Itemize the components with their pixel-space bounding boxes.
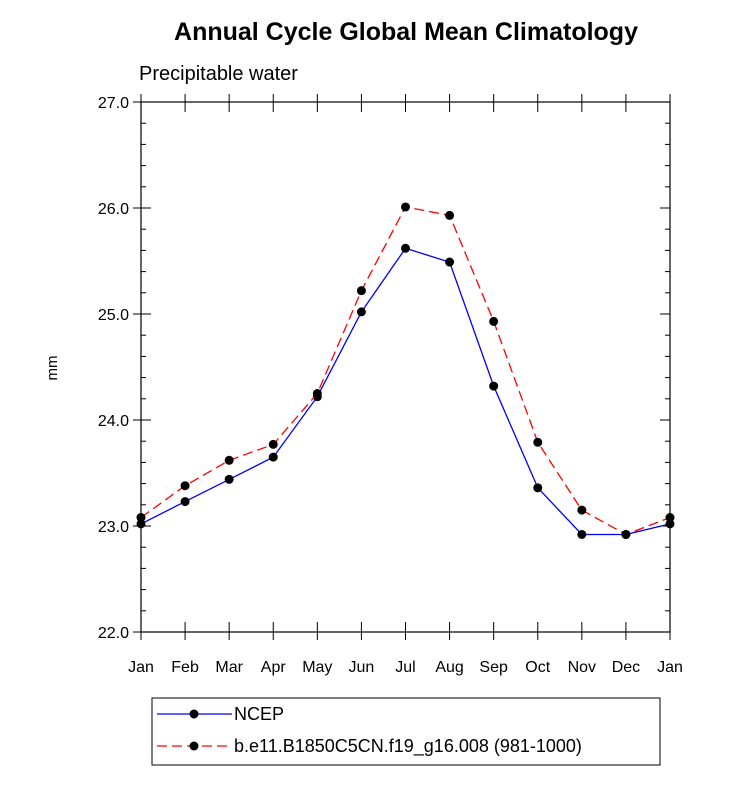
- y-tick-label: 24.0: [98, 413, 129, 430]
- legend-label-model: b.e11.B1850C5CN.f19_g16.008 (981-1000): [234, 736, 582, 757]
- legend-marker-model: [189, 741, 199, 751]
- x-tick-label: Feb: [171, 659, 199, 676]
- legend-label-ncep: NCEP: [234, 704, 284, 724]
- y-axis-label: mm: [44, 356, 61, 381]
- series-1-point: [224, 455, 234, 465]
- x-tick-label: Jan: [657, 659, 683, 676]
- series-0-point: [268, 452, 278, 462]
- chart-title: Annual Cycle Global Mean Climatology: [174, 18, 638, 46]
- series-0-point: [136, 519, 146, 529]
- legend-box: [151, 697, 661, 766]
- x-tick-label: Jul: [395, 659, 415, 676]
- series-1-point: [268, 439, 278, 449]
- series-layer: [136, 202, 675, 539]
- series-0-point: [577, 529, 587, 539]
- series-0-point: [224, 474, 234, 484]
- series-1-point: [445, 210, 455, 220]
- x-tick-label: Jun: [349, 659, 375, 676]
- series-1-point: [180, 481, 190, 491]
- x-tick-label: Mar: [215, 659, 243, 676]
- series-0-point: [180, 497, 190, 507]
- x-tick-label: Nov: [568, 659, 596, 676]
- series-0-point: [445, 257, 455, 267]
- legend: NCEP b.e11.B1850C5CN.f19_g16.008 (981-10…: [151, 697, 661, 766]
- y-tick-label: 26.0: [98, 201, 129, 218]
- x-tick-label: May: [302, 659, 332, 676]
- x-tick-label: Apr: [261, 659, 287, 676]
- series-1-point: [136, 513, 146, 523]
- x-tick-label: Aug: [435, 659, 463, 676]
- y-tick-label: 27.0: [98, 95, 129, 112]
- y-axis-ticks: 22.0 23.0 24.0 25.0 26.0 27.0: [98, 95, 670, 642]
- legend-marker-ncep: [189, 709, 199, 719]
- series-1-point: [621, 529, 631, 539]
- y-tick-label: 22.0: [98, 625, 129, 642]
- series-1-point: [401, 202, 410, 212]
- series-1-point: [356, 286, 366, 296]
- series-1-point: [665, 513, 675, 523]
- series-0-point: [356, 307, 366, 317]
- series-line-1: [140, 206, 671, 536]
- series-1-point: [577, 505, 587, 515]
- x-axis-ticks: Jan Feb Mar Apr May Jun Jul Aug Sep Oct Nov Dec Jan: [128, 94, 683, 676]
- y-tick-label: 23.0: [98, 519, 129, 536]
- series-0-point: [665, 519, 675, 529]
- x-tick-label: Dec: [612, 659, 640, 676]
- series-1-point: [489, 316, 499, 326]
- series-1-point: [312, 389, 322, 398]
- x-tick-label: Sep: [479, 659, 508, 676]
- series-0-point: [533, 483, 543, 493]
- x-tick-label: Jan: [128, 659, 154, 676]
- series-0-point: [401, 243, 410, 253]
- series-line-0: [140, 247, 671, 536]
- series-0-point: [489, 381, 499, 391]
- plot-frame: [140, 101, 671, 633]
- chart-subtitle: Precipitable water: [139, 63, 298, 85]
- x-tick-label: Oct: [525, 659, 550, 676]
- y-tick-label: 25.0: [98, 307, 129, 324]
- series-1-point: [533, 437, 543, 447]
